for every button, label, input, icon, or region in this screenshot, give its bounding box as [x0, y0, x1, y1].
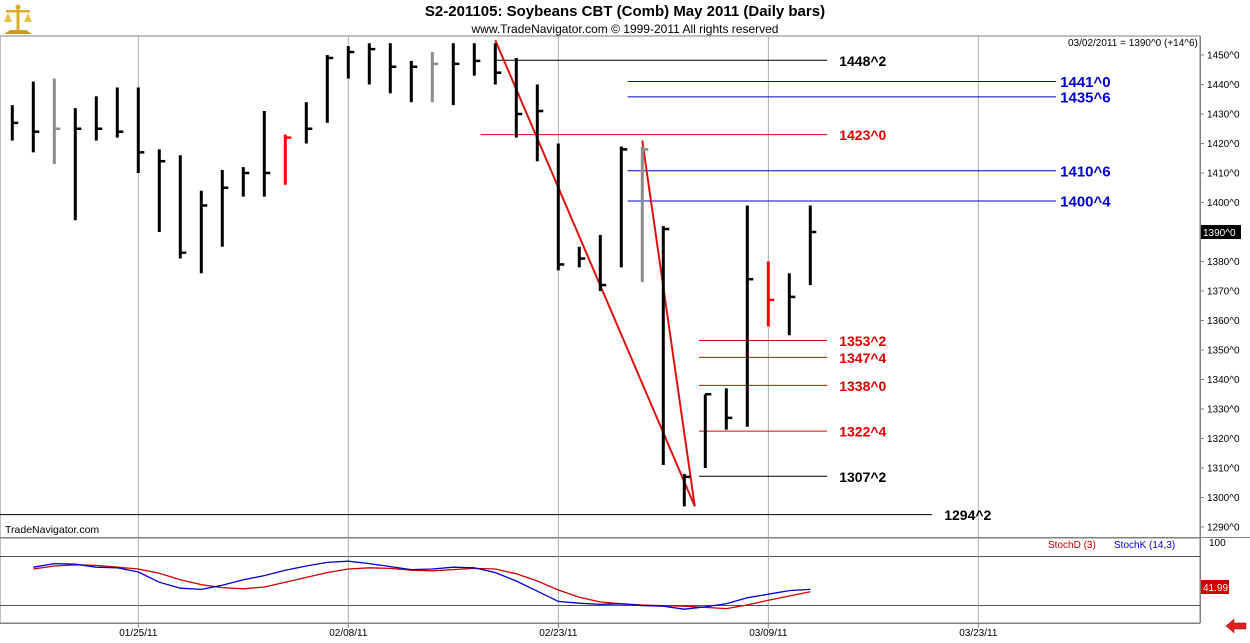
level-label: 1423^0 — [839, 127, 886, 143]
y-tick-label: 1330^0 — [1207, 405, 1240, 416]
red-left-arrow-icon[interactable] — [1225, 618, 1247, 634]
stochastic-lines — [33, 560, 811, 610]
y-tick-label: 1440^0 — [1207, 80, 1240, 91]
x-axis-ticks: 01/25/11 02/08/11 02/23/11 03/09/11 03/23/11 — [119, 623, 998, 639]
y-tick-label: 1320^0 — [1207, 434, 1240, 445]
trendlines — [494, 39, 696, 507]
y-tick-label: 1300^0 — [1207, 493, 1240, 504]
chart-title: S2-201105: Soybeans CBT (Comb) May 2011 … — [424, 3, 826, 20]
y-tick-label: 1420^0 — [1207, 139, 1240, 150]
level-label: 1400^4 — [1060, 194, 1111, 211]
value-boxes: 1390^0 41.99 — [1201, 225, 1241, 594]
stoch-y-tick: 100 — [1209, 538, 1226, 549]
stoch-line — [33, 564, 811, 610]
level-label: 1307^2 — [839, 469, 886, 485]
level-label: 1448^2 — [839, 53, 886, 69]
level-label: 1347^4 — [839, 350, 886, 366]
y-tick-label: 1310^0 — [1207, 464, 1240, 475]
y-tick-label: 1290^0 — [1207, 523, 1240, 534]
price-bars — [10, 43, 817, 507]
x-tick-label: 01/25/11 — [119, 628, 158, 639]
stochastic-panel — [0, 537, 1201, 624]
y-axis-ticks: 1290^0 1300^0 1310^0 1320^0 1330^0 1340^0 1350… — [1200, 51, 1240, 534]
legend-stochk: StochK (14,3) — [1114, 540, 1175, 551]
y-tick-label: 1410^0 — [1207, 169, 1240, 180]
last-price-box — [1201, 225, 1241, 239]
info-readout: 03/02/2011 = 1390^0 (+14^6) — [1068, 38, 1198, 49]
stoch-value-label: 41.99 — [1203, 583, 1228, 594]
level-label: 1435^6 — [1060, 89, 1110, 106]
level-label: 1338^0 — [839, 378, 886, 394]
y-tick-label: 1370^0 — [1207, 287, 1240, 298]
x-tick-label: 03/09/11 — [749, 628, 788, 639]
x-tick-label: 02/08/11 — [329, 628, 368, 639]
y-tick-label: 1430^0 — [1207, 110, 1240, 121]
logo-icon — [0, 0, 36, 36]
level-label: 1294^2 — [944, 507, 991, 523]
x-tick-label: 02/23/11 — [539, 628, 578, 639]
y-tick-label: 1400^0 — [1207, 198, 1240, 209]
copyright-subtitle: www.TradeNavigator.com © 1999-2011 All r… — [471, 22, 779, 36]
trendline — [641, 140, 696, 507]
level-label: 1441^0 — [1060, 74, 1110, 91]
x-tick-label: 03/23/11 — [959, 628, 998, 639]
y-tick-label: 1360^0 — [1207, 316, 1240, 327]
last-price-label: 1390^0 — [1203, 228, 1236, 239]
watermark: TradeNavigator.com — [5, 524, 99, 536]
y-tick-label: 1340^0 — [1207, 375, 1240, 386]
stoch-line — [33, 560, 811, 610]
y-tick-label: 1450^0 — [1207, 51, 1240, 62]
y-tick-label: 1350^0 — [1207, 346, 1240, 357]
level-label: 1322^4 — [839, 424, 886, 440]
level-label: 1410^6 — [1060, 163, 1110, 180]
level-label: 1353^2 — [839, 333, 886, 349]
trendline — [494, 39, 696, 507]
stoch-value-box — [1201, 580, 1229, 594]
legend-stochd: StochD (3) — [1048, 540, 1096, 551]
y-tick-label: 1380^0 — [1207, 257, 1240, 268]
